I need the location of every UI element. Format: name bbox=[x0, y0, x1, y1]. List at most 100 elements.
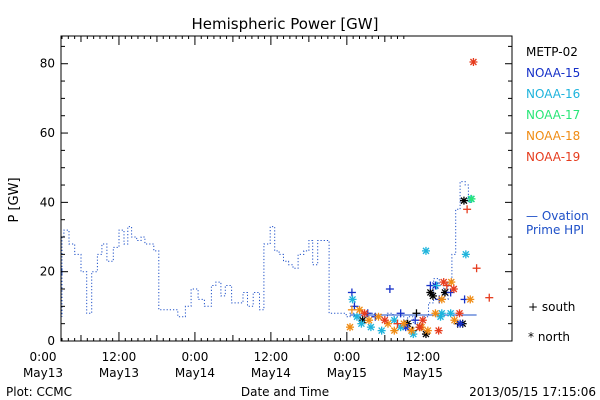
data-point bbox=[469, 57, 478, 66]
plot-credit: Plot: CCMC bbox=[6, 385, 72, 399]
data-point bbox=[455, 309, 464, 318]
data-point bbox=[374, 312, 383, 321]
data-point bbox=[366, 323, 375, 332]
x-tick-label-date: May13 bbox=[23, 366, 63, 380]
data-point bbox=[466, 295, 475, 304]
marker-star-d2 bbox=[365, 316, 373, 324]
data-point bbox=[360, 309, 369, 318]
data-point bbox=[407, 326, 416, 335]
marker-star-d2 bbox=[419, 316, 427, 324]
marker-star-d2 bbox=[381, 316, 389, 324]
x-tick-label-time: 0:00 bbox=[30, 350, 57, 364]
data-point bbox=[399, 319, 408, 328]
y-tick-label: 80 bbox=[40, 57, 55, 71]
data-point bbox=[446, 309, 455, 318]
data-point bbox=[364, 316, 373, 325]
series-noaa-19 bbox=[360, 57, 494, 335]
data-point bbox=[432, 281, 441, 290]
marker-star-d2 bbox=[466, 295, 474, 303]
legend-item-noaa-19: NOAA-19 bbox=[526, 150, 580, 164]
data-point bbox=[431, 309, 440, 318]
x-tick-label-time: 12:00 bbox=[406, 350, 441, 364]
data-point bbox=[396, 309, 405, 318]
marker-star-d2 bbox=[437, 313, 444, 321]
data-point bbox=[436, 312, 445, 321]
marker-star-d2 bbox=[422, 247, 430, 255]
marker-star-d2 bbox=[400, 320, 408, 328]
plot-frame bbox=[60, 35, 513, 342]
marker-star-d2 bbox=[468, 195, 476, 203]
x-tick-label-date: May13 bbox=[99, 366, 139, 380]
marker-star-d2 bbox=[349, 295, 356, 303]
data-point bbox=[463, 205, 472, 214]
data-point bbox=[348, 295, 357, 304]
data-point bbox=[426, 288, 435, 297]
marker-star-d2 bbox=[460, 197, 468, 205]
plot-area bbox=[61, 57, 494, 339]
marker-star-d2 bbox=[440, 278, 448, 286]
data-point bbox=[485, 293, 494, 302]
data-point bbox=[355, 305, 364, 314]
x-tick-label-time: 0:00 bbox=[333, 350, 360, 364]
legend: METP-02 NOAA-15 NOAA-16 NOAA-17 NOAA-18 NOAA-… bbox=[526, 45, 580, 164]
marker-star-d2 bbox=[390, 327, 398, 335]
data-point bbox=[456, 319, 465, 328]
marker-star-d2 bbox=[409, 330, 417, 338]
data-point bbox=[390, 326, 399, 335]
data-point bbox=[411, 316, 420, 325]
marker-star-d2 bbox=[353, 313, 361, 321]
marker-star-d2 bbox=[346, 323, 354, 331]
y-tick-label: 20 bbox=[40, 265, 55, 279]
marker-star-d2 bbox=[456, 309, 463, 317]
marker-star-d2 bbox=[357, 320, 365, 328]
marker-star-d2 bbox=[447, 309, 455, 317]
marker-star-d2 bbox=[407, 327, 415, 335]
marker-star-d2 bbox=[469, 58, 477, 66]
data-point bbox=[346, 323, 355, 332]
legend-item-metp-02: METP-02 bbox=[526, 45, 578, 59]
series-noaa-16 bbox=[348, 194, 475, 339]
marker-star-d2 bbox=[426, 289, 434, 296]
series-noaa-18 bbox=[346, 278, 475, 335]
x-tick-label-date: May15 bbox=[327, 366, 367, 380]
marker-star-d2 bbox=[367, 323, 375, 331]
legend-item-noaa-18: NOAA-18 bbox=[526, 129, 580, 143]
data-point bbox=[385, 285, 394, 294]
data-point bbox=[449, 285, 458, 294]
y-axis: 0 20 40 60 80 bbox=[40, 45, 512, 348]
marker-star-d2 bbox=[429, 292, 437, 300]
marker-star-d2 bbox=[456, 320, 464, 328]
data-point bbox=[434, 326, 443, 335]
marker-star-d2 bbox=[450, 285, 458, 293]
data-point bbox=[412, 309, 421, 318]
data-point bbox=[415, 323, 424, 332]
marker-star-d2 bbox=[416, 323, 424, 331]
data-point bbox=[357, 319, 366, 328]
x-axis-label: Date and Time bbox=[241, 385, 329, 399]
legend-item-noaa-16: NOAA-16 bbox=[526, 87, 580, 101]
data-point bbox=[347, 288, 356, 297]
legend-item-noaa-15: NOAA-15 bbox=[526, 66, 580, 80]
marker-star-d2 bbox=[438, 295, 446, 303]
marker-star-d2 bbox=[424, 327, 432, 335]
data-point bbox=[450, 316, 459, 325]
ovation-label: — Ovation Prime HPI bbox=[526, 209, 589, 237]
x-axis: 0:00 May13 12:00 May13 0:00 May14 12:00 May14 0:… bbox=[23, 36, 443, 380]
data-point bbox=[421, 246, 430, 255]
data-point bbox=[352, 312, 361, 321]
x-tick-label-time: 0:00 bbox=[181, 350, 208, 364]
data-point bbox=[459, 196, 468, 205]
data-point bbox=[393, 319, 402, 328]
data-point bbox=[377, 326, 386, 335]
y-tick-label: 0 bbox=[47, 334, 55, 348]
x-tick-label-date: May15 bbox=[403, 366, 443, 380]
footnote-south: + south bbox=[528, 300, 575, 314]
y-axis-label: P [GW] bbox=[7, 177, 22, 222]
marker-star-d2 bbox=[384, 320, 392, 328]
data-point bbox=[472, 264, 481, 273]
legend-item-noaa-17: NOAA-17 bbox=[526, 108, 580, 122]
marker-star-d2 bbox=[361, 309, 369, 317]
data-point bbox=[418, 316, 427, 325]
